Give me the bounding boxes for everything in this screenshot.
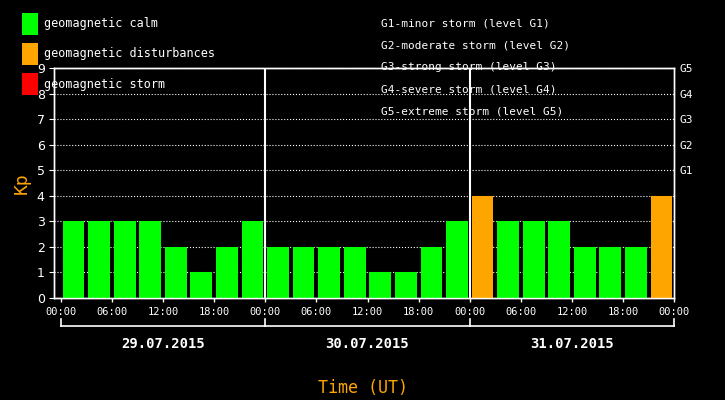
Text: geomagnetic disturbances: geomagnetic disturbances bbox=[44, 48, 215, 60]
Text: G4-severe storm (level G4): G4-severe storm (level G4) bbox=[381, 84, 556, 94]
Bar bbox=[268, 247, 289, 298]
Bar bbox=[114, 221, 136, 298]
Text: Time (UT): Time (UT) bbox=[318, 379, 407, 397]
Bar bbox=[497, 221, 519, 298]
Bar bbox=[318, 247, 340, 298]
Text: geomagnetic storm: geomagnetic storm bbox=[44, 78, 165, 90]
Bar bbox=[548, 221, 570, 298]
Bar bbox=[420, 247, 442, 298]
Bar bbox=[446, 221, 468, 298]
Bar bbox=[395, 272, 417, 298]
Text: 31.07.2015: 31.07.2015 bbox=[530, 337, 614, 351]
Bar bbox=[574, 247, 596, 298]
Bar bbox=[62, 221, 84, 298]
Text: 30.07.2015: 30.07.2015 bbox=[326, 337, 410, 351]
Bar bbox=[523, 221, 544, 298]
Bar bbox=[344, 247, 365, 298]
Bar bbox=[293, 247, 315, 298]
Text: G5-extreme storm (level G5): G5-extreme storm (level G5) bbox=[381, 106, 563, 116]
Text: G3-strong storm (level G3): G3-strong storm (level G3) bbox=[381, 62, 556, 72]
Bar bbox=[241, 221, 263, 298]
Bar bbox=[472, 196, 494, 298]
Bar bbox=[216, 247, 238, 298]
Bar bbox=[191, 272, 212, 298]
Bar bbox=[625, 247, 647, 298]
Bar bbox=[139, 221, 161, 298]
Bar bbox=[600, 247, 621, 298]
Bar bbox=[88, 221, 110, 298]
Y-axis label: Kp: Kp bbox=[13, 172, 31, 194]
Text: G2-moderate storm (level G2): G2-moderate storm (level G2) bbox=[381, 40, 570, 50]
Bar bbox=[165, 247, 186, 298]
Bar bbox=[370, 272, 392, 298]
Text: G1-minor storm (level G1): G1-minor storm (level G1) bbox=[381, 18, 550, 28]
Text: 29.07.2015: 29.07.2015 bbox=[121, 337, 205, 351]
Text: geomagnetic calm: geomagnetic calm bbox=[44, 18, 157, 30]
Bar bbox=[650, 196, 672, 298]
